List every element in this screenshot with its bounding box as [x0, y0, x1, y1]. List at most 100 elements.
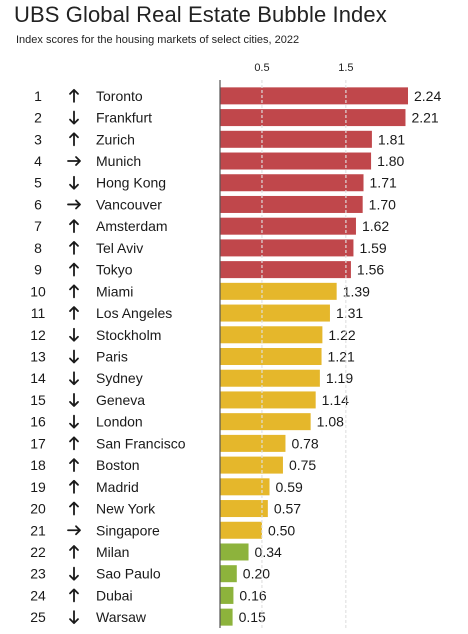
data-label: 1.80 — [377, 153, 404, 169]
rank-label: 2 — [34, 110, 42, 126]
trend-down-arrow-icon — [69, 110, 79, 125]
rank-label: 11 — [31, 305, 46, 321]
trend-up-arrow-icon — [69, 262, 79, 277]
bar — [220, 543, 249, 561]
city-label: San Francisco — [96, 435, 186, 451]
rank-label: 17 — [30, 435, 46, 451]
city-label: London — [96, 414, 143, 430]
data-label: 0.16 — [239, 587, 266, 603]
city-label: Tel Aviv — [96, 240, 143, 256]
data-label: 1.56 — [357, 262, 384, 278]
rank-label: 4 — [34, 153, 42, 169]
rank-label: 8 — [34, 240, 42, 256]
data-label: 1.21 — [328, 349, 355, 365]
rank-label: 23 — [30, 566, 46, 582]
bar — [220, 348, 322, 365]
rank-label: 22 — [30, 544, 46, 560]
data-label: 1.22 — [328, 327, 355, 343]
data-label: 0.15 — [239, 609, 266, 625]
bar — [220, 174, 364, 192]
data-label: 0.34 — [255, 544, 282, 560]
bar — [220, 565, 237, 583]
city-label: Tokyo — [96, 262, 133, 278]
bar — [220, 413, 311, 431]
city-label: Madrid — [96, 479, 139, 495]
trend-right-arrow-icon — [67, 199, 81, 210]
data-label: 0.78 — [291, 435, 318, 451]
city-label: Vancouver — [96, 196, 162, 212]
data-label: 0.50 — [268, 522, 295, 538]
data-label: 1.81 — [378, 131, 405, 147]
data-label: 1.39 — [343, 283, 370, 299]
chart-subtitle: Index scores for the housing markets of … — [16, 34, 300, 46]
trend-up-arrow-icon — [69, 458, 79, 472]
data-label: 1.14 — [322, 392, 349, 408]
trend-down-arrow-icon — [69, 327, 79, 342]
chart-title: UBS Global Real Estate Bubble Index — [14, 2, 387, 27]
bar — [220, 608, 233, 626]
bar — [220, 87, 408, 105]
trend-right-arrow-icon — [67, 525, 81, 536]
data-label: 1.62 — [362, 218, 389, 234]
rank-label: 3 — [34, 131, 42, 147]
trend-right-arrow-icon — [67, 156, 81, 166]
city-label: Los Angeles — [96, 305, 172, 321]
bar — [220, 195, 363, 213]
city-label: Stockholm — [96, 327, 161, 343]
data-label: 0.20 — [243, 566, 270, 582]
city-label: Sydney — [96, 370, 143, 386]
trend-down-arrow-icon — [69, 393, 79, 407]
data-label: 1.71 — [370, 175, 397, 191]
bar — [220, 130, 372, 148]
data-label: 0.75 — [289, 457, 316, 473]
bar — [220, 369, 320, 387]
city-label: Amsterdam — [96, 218, 168, 234]
trend-down-arrow-icon — [69, 371, 79, 386]
bar — [220, 217, 356, 235]
data-label: 1.19 — [326, 370, 353, 386]
city-label: Hong Kong — [96, 175, 166, 191]
rank-label: 7 — [34, 218, 42, 234]
bar — [220, 391, 316, 409]
trend-up-arrow-icon — [69, 436, 79, 451]
rank-label: 14 — [30, 370, 46, 386]
data-label: 0.57 — [274, 501, 301, 517]
rank-label: 5 — [34, 175, 42, 191]
city-label: Dubai — [96, 587, 133, 603]
trend-up-arrow-icon — [69, 501, 79, 516]
rank-label: 6 — [34, 196, 42, 212]
city-label: New York — [96, 501, 156, 517]
data-label: 0.59 — [276, 479, 303, 495]
trend-up-arrow-icon — [69, 219, 79, 234]
data-label: 2.24 — [414, 88, 441, 104]
trend-down-arrow-icon — [69, 414, 79, 429]
rank-label: 21 — [30, 522, 46, 538]
trend-up-arrow-icon — [69, 588, 79, 603]
trend-up-arrow-icon — [69, 306, 79, 320]
bar — [220, 152, 372, 170]
data-label: 1.08 — [317, 414, 344, 430]
city-label: Munich — [96, 153, 141, 169]
city-label: Singapore — [96, 522, 160, 538]
rank-label: 20 — [30, 501, 46, 517]
city-label: Zurich — [96, 131, 135, 147]
trend-down-arrow-icon — [69, 175, 79, 190]
rank-label: 19 — [30, 479, 46, 495]
trend-down-arrow-icon — [69, 610, 79, 625]
rank-label: 10 — [30, 283, 46, 299]
bar — [220, 326, 323, 344]
bar — [220, 500, 268, 518]
rank-label: 9 — [34, 262, 42, 278]
x-tick-label: 0.5 — [254, 62, 269, 74]
bar — [220, 434, 286, 452]
data-label: 1.70 — [369, 196, 396, 212]
trend-up-arrow-icon — [69, 479, 79, 494]
bar — [220, 261, 351, 279]
trend-down-arrow-icon — [69, 349, 79, 364]
bar — [220, 478, 270, 496]
trend-up-arrow-icon — [69, 545, 79, 559]
rank-label: 13 — [30, 349, 46, 365]
data-label: 1.59 — [359, 240, 386, 256]
rank-label: 16 — [30, 414, 46, 430]
